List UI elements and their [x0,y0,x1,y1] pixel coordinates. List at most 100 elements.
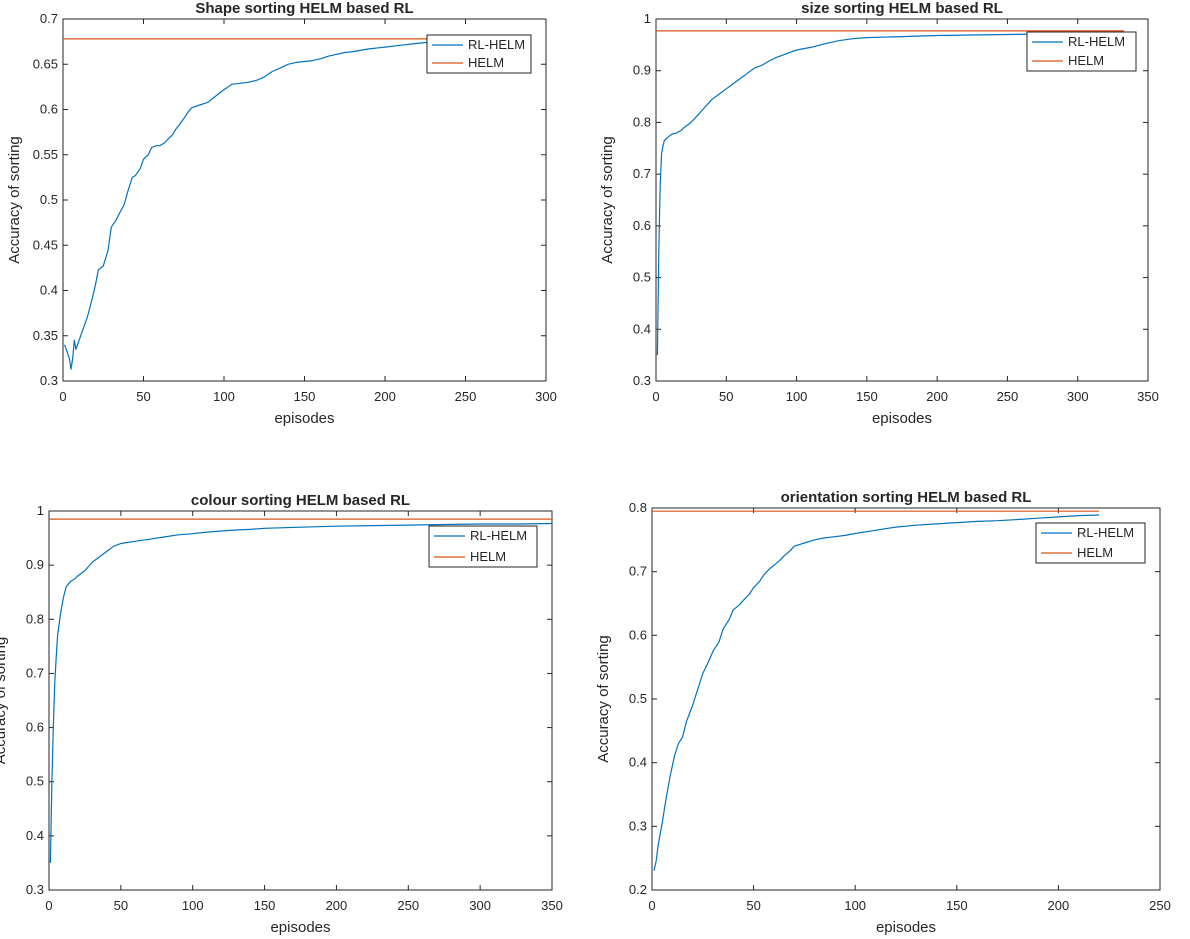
legend-box [428,525,538,568]
x-tick-label: 100 [213,389,235,404]
x-tick-label: 250 [397,898,419,913]
legend-box [1035,522,1146,564]
y-tick-label: 0.65 [33,56,58,71]
chart-panel-2: 0 50 100 150 200 250 300 350 0.3 0.4 0.5 0.6 0.7 0.8 0… [599,0,1159,427]
x-tick-label: 350 [1137,389,1159,404]
legend-label-rl-helm: RL-HELM [470,528,527,543]
x-tick-label: 100 [844,898,866,913]
y-tick-label: 0.8 [629,500,647,515]
y-tick-label: 0.55 [33,147,58,162]
x-tick-label: 0 [652,389,659,404]
y-tick-label: 0.5 [26,774,44,789]
y-tick-label: 0.7 [40,11,58,26]
series-line-rl-helm [64,41,434,370]
x-tick-label: 0 [648,898,655,913]
legend-label-helm: HELM [1068,53,1104,68]
x-tick-label: 50 [746,898,760,913]
plot-area [651,507,1161,891]
chart-title: Shape sorting HELM based RL [195,0,413,17]
series-line-rl-helm [656,32,1125,356]
y-axis-label: Accuracy of sorting [599,136,616,264]
y-axis-label: Accuracy of sorting [6,136,23,264]
x-tick-label: 150 [856,389,878,404]
x-tick-label: 50 [719,389,733,404]
legend: RL-HELM HELM [1035,522,1146,564]
y-tick-label: 0.4 [40,283,58,298]
x-tick-label: 100 [786,389,808,404]
chart-title: orientation sorting HELM based RL [781,489,1032,506]
chart-panel-3: 0 50 100 150 200 250 300 350 0.3 0.4 0.5 0.6 0.7 0.8 0… [0,492,563,936]
legend-label-rl-helm: RL-HELM [1068,34,1125,49]
legend: RL-HELM HELM [1026,31,1137,72]
y-tick-label: 0.35 [33,328,58,343]
y-tick-label: 0.4 [629,755,647,770]
x-tick-label: 50 [136,389,150,404]
x-tick-label: 300 [1067,389,1089,404]
y-tick-label: 0.4 [633,321,651,336]
y-tick-label: 0.3 [633,373,651,388]
x-tick-label: 0 [45,898,52,913]
y-tick-label: 0.9 [633,63,651,78]
x-tick-label: 50 [114,898,128,913]
x-tick-label: 300 [469,898,491,913]
x-tick-label: 0 [59,389,66,404]
y-tick-label: 0.6 [629,627,647,642]
y-tick-label: 0.6 [40,102,58,117]
series-line-rl-helm [49,522,553,863]
chart-title: colour sorting HELM based RL [191,492,410,509]
legend-label-helm: HELM [468,55,504,70]
y-axis-label: Accuracy of sorting [595,635,612,763]
x-tick-label: 200 [326,898,348,913]
x-axis-label: episodes [270,919,330,936]
legend-box [1026,31,1137,72]
y-tick-label: 0.45 [33,237,58,252]
y-tick-label: 0.7 [633,166,651,181]
x-tick-label: 150 [294,389,316,404]
legend: RL-HELM HELM [426,34,532,74]
y-tick-label: 0.3 [629,818,647,833]
y-tick-label: 0.2 [629,882,647,897]
x-tick-label: 150 [254,898,276,913]
chart-panel-1: 0 50 100 150 200 250 300 0.3 0.35 0.4 0.45 0.5 0.55 0… [6,0,557,427]
x-tick-label: 150 [946,898,968,913]
y-tick-label: 0.6 [26,720,44,735]
legend-label-helm: HELM [470,549,506,564]
y-axis-label: Accuracy of sorting [0,637,9,765]
chart-panel-4: 0 50 100 150 200 250 0.2 0.3 0.4 0.5 0.6 0.7 0.8 orie… [595,489,1171,936]
plot-area [62,18,547,382]
y-tick-label: 0.5 [629,691,647,706]
x-axis-label: episodes [274,410,334,427]
y-tick-label: 0.3 [40,373,58,388]
plot-area [48,510,553,891]
y-tick-label: 0.7 [26,665,44,680]
y-tick-label: 0.6 [633,218,651,233]
legend-label-helm: HELM [1077,545,1113,560]
x-tick-label: 250 [1149,898,1171,913]
y-tick-label: 1 [644,11,651,26]
chart-title: size sorting HELM based RL [801,0,1003,17]
x-tick-label: 300 [535,389,557,404]
y-tick-label: 0.7 [629,564,647,579]
y-tick-label: 0.4 [26,828,44,843]
series-line-rl-helm [653,514,1100,872]
legend-box [426,34,532,74]
x-tick-label: 100 [182,898,204,913]
y-tick-label: 0.8 [26,611,44,626]
x-tick-label: 200 [374,389,396,404]
y-tick-label: 0.3 [26,882,44,897]
legend-label-rl-helm: RL-HELM [468,37,525,52]
legend-label-rl-helm: RL-HELM [1077,525,1134,540]
x-tick-label: 250 [455,389,477,404]
x-tick-label: 250 [997,389,1019,404]
y-tick-label: 0.5 [633,270,651,285]
y-tick-label: 1 [37,503,44,518]
x-tick-label: 350 [541,898,563,913]
x-tick-label: 200 [1048,898,1070,913]
y-tick-label: 0.8 [633,114,651,129]
legend: RL-HELM HELM [428,525,538,568]
y-tick-label: 0.9 [26,557,44,572]
x-axis-label: episodes [876,919,936,936]
x-tick-label: 200 [926,389,948,404]
y-tick-label: 0.5 [40,192,58,207]
